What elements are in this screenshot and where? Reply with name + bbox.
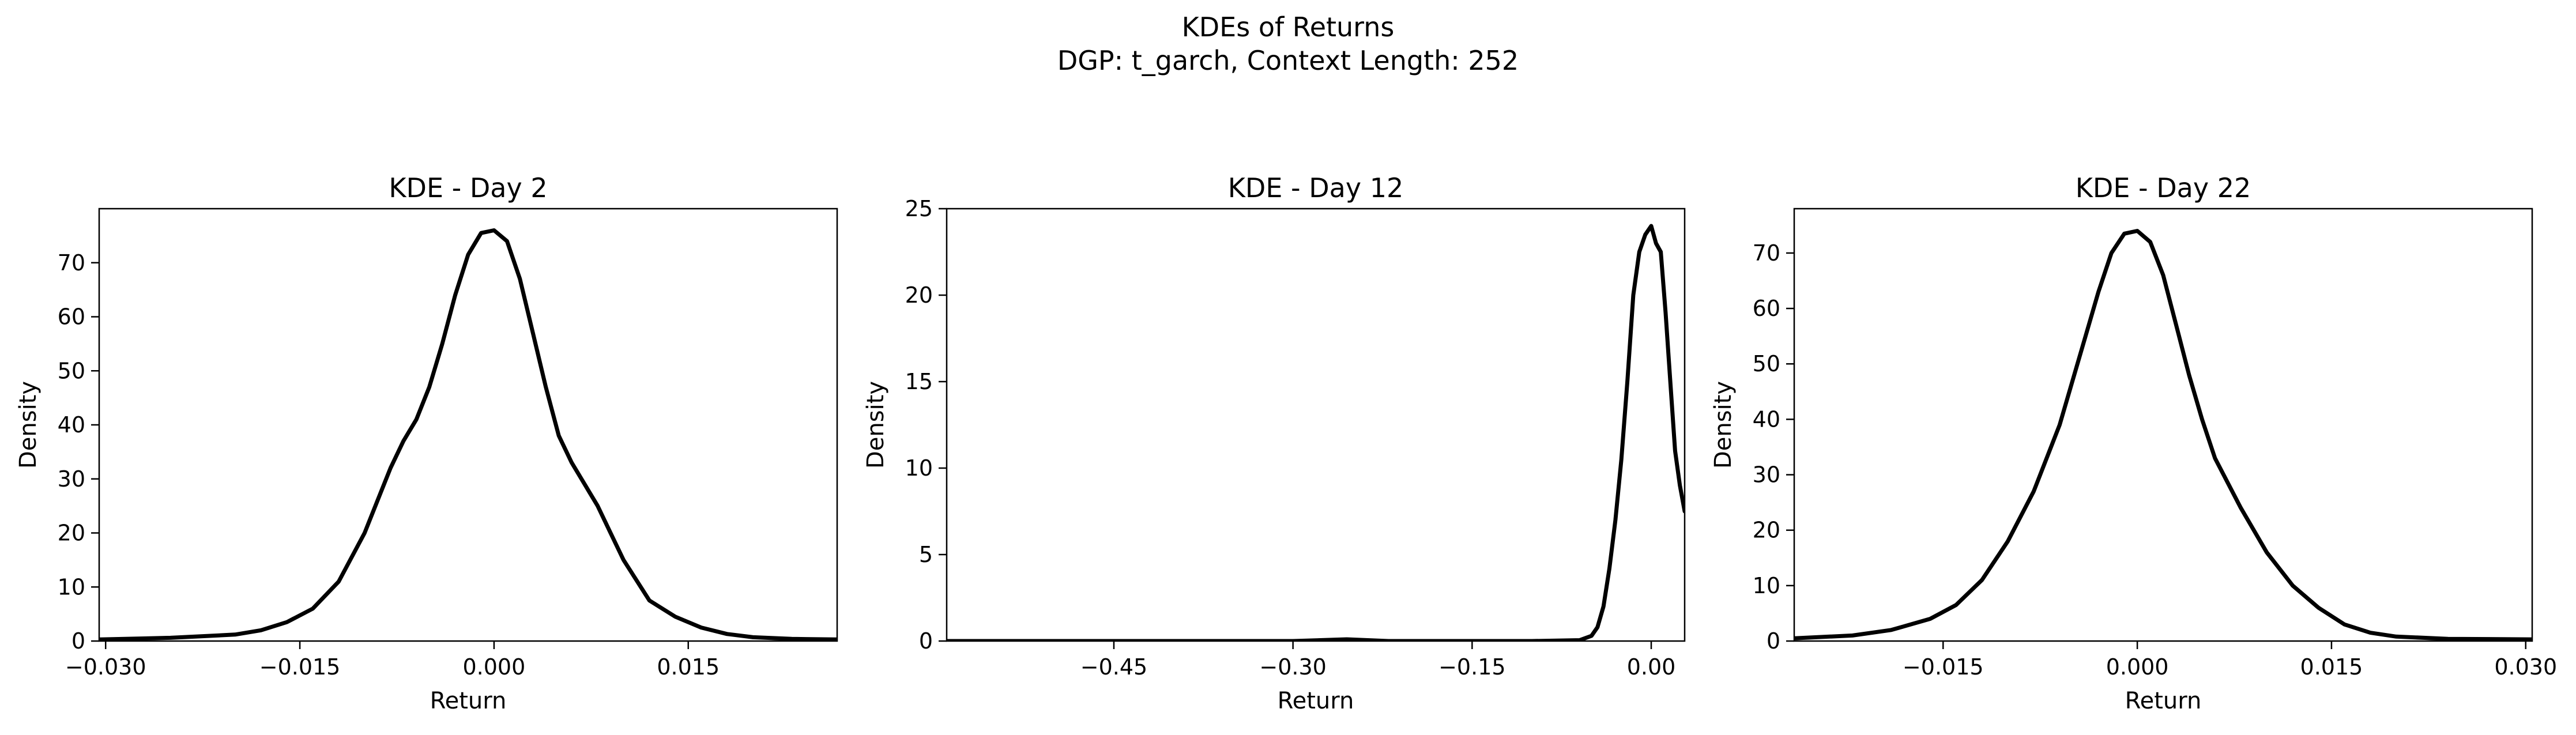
x-tick-label: 0.030 xyxy=(2494,654,2557,680)
y-tick-label: 40 xyxy=(58,412,85,438)
plot-frame xyxy=(98,208,838,642)
y-tick-label: 60 xyxy=(58,304,85,330)
x-tick-label: 0.00 xyxy=(1627,654,1676,680)
y-tick-label: 0 xyxy=(71,628,85,654)
y-tick-label: 10 xyxy=(905,455,933,481)
figure-subtitle: DGP: t_garch, Context Length: 252 xyxy=(1057,45,1519,76)
kde-curve xyxy=(947,224,1685,641)
plot-frame xyxy=(946,208,1686,642)
subplot-title: KDE - Day 12 xyxy=(1228,172,1403,203)
x-tick-label: −0.15 xyxy=(1438,654,1505,680)
y-tick-label: 70 xyxy=(58,250,85,276)
y-tick-label: 50 xyxy=(58,358,85,383)
x-tick-label: 0.015 xyxy=(657,654,720,680)
x-tick-label: 0.015 xyxy=(2300,654,2363,680)
y-tick-label: 0 xyxy=(1767,628,1780,654)
y-tick-label: 20 xyxy=(1753,518,1780,543)
subplot-3: KDE - Day 22 −0.015 0.000 0.015 0.030 0 10 20 30… xyxy=(1710,172,2557,714)
subplot-1: KDE - Day 2 −0.030 −0.015 0.000 0.015 0 10 20 30… xyxy=(15,172,838,714)
y-tick-label: 20 xyxy=(58,521,85,546)
y-tick-label: 25 xyxy=(905,196,933,221)
subplot-title: KDE - Day 22 xyxy=(2076,172,2251,203)
y-tick-label: 30 xyxy=(58,466,85,492)
kde-curve xyxy=(1794,229,2532,641)
x-axis-label: Return xyxy=(1278,688,1354,714)
y-tick-label: 5 xyxy=(919,542,933,567)
y-tick-label: 10 xyxy=(58,574,85,600)
x-axis-label: Return xyxy=(430,688,507,714)
x-tick-label: −0.45 xyxy=(1080,654,1147,680)
x-tick-label: 0.000 xyxy=(2106,654,2169,680)
y-tick-label: 30 xyxy=(1753,462,1780,488)
figure-title: KDEs of Returns xyxy=(1181,12,1395,43)
y-tick-label: 70 xyxy=(1753,240,1780,266)
kde-curve xyxy=(99,228,837,641)
y-tick-label: 60 xyxy=(1753,296,1780,321)
plot-frame xyxy=(1793,208,2533,642)
x-tick-label: −0.015 xyxy=(1903,654,1984,680)
subplot-title: KDE - Day 2 xyxy=(389,172,547,203)
y-tick-label: 50 xyxy=(1753,351,1780,376)
x-tick-label: 0.000 xyxy=(463,654,526,680)
y-tick-label: 10 xyxy=(1753,573,1780,598)
x-tick-label: −0.030 xyxy=(65,654,146,680)
y-tick-label: 15 xyxy=(905,369,933,394)
y-axis-label: Density xyxy=(15,381,42,469)
y-tick-label: 40 xyxy=(1753,406,1780,432)
x-axis-label: Return xyxy=(2125,688,2202,714)
y-tick-label: 0 xyxy=(919,628,933,654)
subplot-2: KDE - Day 12 −0.45 −0.30 −0.15 0.00 0 5 10 15 20 2… xyxy=(863,172,1686,714)
y-tick-label: 20 xyxy=(905,282,933,308)
y-axis-label: Density xyxy=(863,381,889,469)
x-tick-label: −0.015 xyxy=(259,654,341,680)
y-axis-label: Density xyxy=(1710,381,1737,469)
x-tick-label: −0.30 xyxy=(1259,654,1326,680)
